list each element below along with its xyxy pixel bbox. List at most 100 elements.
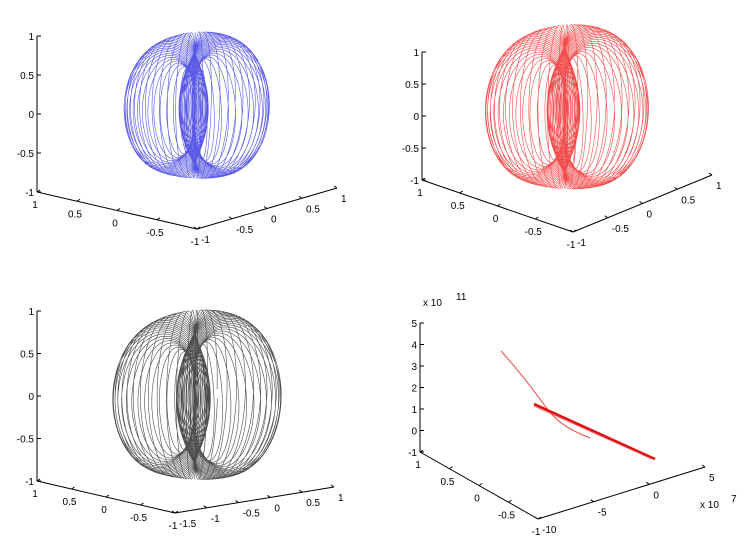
y-tick-label: -0.5 — [236, 225, 254, 236]
z-tick-label: 1 — [413, 48, 419, 59]
x-tick-label: 1 — [415, 460, 421, 471]
x-tick-label: -1 — [169, 521, 178, 532]
y-tick — [298, 195, 303, 199]
y-tick — [267, 494, 271, 498]
y-tick — [673, 186, 678, 190]
trajectory-curve — [112, 309, 282, 480]
x-tick — [71, 486, 75, 490]
z-tick-label: 0 — [28, 392, 34, 403]
x-tick — [140, 502, 144, 506]
x-tick — [105, 494, 110, 498]
z-tick-label: 0 — [28, 110, 34, 121]
z-tick-label: 2 — [411, 384, 417, 395]
y-tick — [569, 229, 574, 233]
y-tick — [639, 201, 643, 204]
y-tick — [333, 185, 338, 189]
x-tick-label: 1 — [417, 188, 423, 199]
y-tick-label: 5 — [709, 473, 715, 484]
z-tick-label: 0.5 — [20, 71, 34, 82]
x-tick-label: -1 — [567, 240, 576, 251]
y-tick — [701, 464, 706, 468]
y-tick — [263, 206, 268, 209]
y-tick — [590, 499, 594, 503]
z-tick-label: 5 — [411, 319, 417, 330]
y-tick — [298, 489, 303, 493]
z-tick-label: 4 — [411, 341, 417, 352]
x-tick — [449, 466, 453, 470]
z-tick-label: -0.5 — [17, 149, 35, 160]
y-tick-label: -1 — [577, 238, 586, 249]
y-tick — [193, 226, 198, 230]
y-tick-label: 0.5 — [681, 195, 695, 206]
z-tick-label: 0 — [411, 427, 417, 438]
z-tick-label: -1 — [25, 477, 34, 488]
y-tick-label: 1 — [338, 493, 344, 504]
y-tick-label: -5 — [598, 508, 607, 519]
x-tick-label: -1 — [191, 237, 200, 248]
x-tick — [36, 478, 41, 482]
x-tick-label: 0.5 — [68, 209, 82, 220]
y-tick — [330, 484, 335, 488]
z-tick-label: -1 — [408, 448, 417, 459]
x-tick — [36, 189, 41, 193]
y-axis — [174, 486, 335, 514]
panel-top-right: 10.50-0.5-110.50-0.5-1 -1-0.500.51 — [402, 24, 722, 251]
x-tick — [421, 177, 426, 181]
y-tick-label: 0 — [647, 210, 653, 221]
y-tick — [203, 505, 208, 509]
y-exponent-power: 7 — [731, 494, 737, 505]
panel-bottom-left: 10.50-0.5-110.50-0.5-1 -1.5 -1 -0.5 0 0.5 1 — [17, 307, 344, 532]
x-tick — [497, 203, 501, 207]
x-tick-label: -0.5 — [146, 228, 164, 239]
z-tick-label: -1 — [410, 176, 419, 187]
x-tick-label: -1 — [532, 527, 541, 538]
x-tick — [76, 198, 81, 202]
x-tick-label: 0 — [112, 219, 118, 230]
y-tick — [708, 172, 713, 176]
trajectory-curve — [123, 31, 270, 179]
x-tick-label: 1 — [32, 489, 38, 500]
y-tick-label: -1.5 — [179, 519, 197, 530]
z-tick-label: 0.5 — [20, 350, 34, 361]
z-tick-label: 3 — [411, 362, 417, 373]
panel-top-left: 10.50-0.5-110.50-0.5-1 -1-0.500.51 — [17, 31, 347, 248]
z-tick-label: 0 — [413, 112, 419, 123]
x-tick — [508, 499, 512, 503]
z-exponent-label: x 10 — [423, 298, 442, 309]
y-tick-label: 0 — [271, 215, 277, 226]
y-axis — [537, 466, 706, 520]
y-tick-label: -10 — [542, 525, 557, 536]
x-tick-label: -0.5 — [525, 227, 543, 238]
y-tick-label: -1 — [201, 235, 210, 246]
trajectory-curve — [484, 24, 649, 190]
y-tick-label: 0.5 — [306, 498, 320, 509]
x-tick — [156, 217, 161, 221]
y-tick-label: 1 — [341, 194, 347, 205]
z-tick-label: 1 — [411, 405, 417, 416]
y-tick — [604, 215, 609, 219]
y-tick-label: 0 — [274, 503, 280, 514]
y-tick-label: -0.5 — [243, 509, 261, 520]
x-tick-label: 0 — [493, 214, 499, 225]
y-tick — [534, 516, 539, 520]
y-tick — [646, 481, 650, 485]
y-exponent-label: x 10 — [700, 500, 719, 511]
x-tick-label: 0 — [474, 494, 480, 505]
x-tick — [478, 483, 483, 486]
x-tick-label: 0.5 — [441, 477, 455, 488]
z-tick-label: -0.5 — [17, 435, 35, 446]
y-tick — [235, 500, 239, 504]
y-tick-label: 0.5 — [306, 204, 320, 215]
z-tick-label: 1 — [28, 307, 34, 318]
x-tick — [534, 216, 539, 220]
z-tick-label: -1 — [25, 188, 34, 199]
x-tick-label: -0.5 — [130, 513, 148, 524]
trajectory-band — [533, 402, 656, 461]
y-tick-label: 1 — [716, 181, 722, 192]
z-tick-label: 1 — [28, 32, 34, 43]
x-tick-label: 0.5 — [451, 201, 465, 212]
x-tick — [459, 190, 464, 194]
y-tick — [228, 216, 233, 220]
